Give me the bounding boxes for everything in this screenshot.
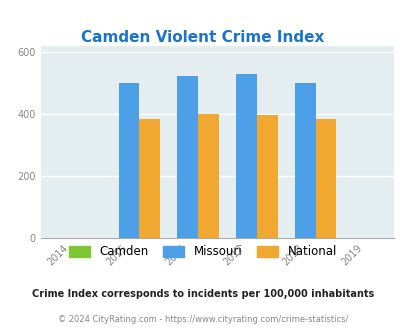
Bar (139, 119, 160, 238)
Text: Crime Index corresponds to incidents per 100,000 inhabitants: Crime Index corresponds to incidents per… (32, 289, 373, 299)
Text: Camden Violent Crime Index: Camden Violent Crime Index (81, 30, 324, 45)
Bar (294, 82, 315, 238)
Bar (236, 74, 256, 238)
Text: © 2024 CityRating.com - https://www.cityrating.com/crime-statistics/: © 2024 CityRating.com - https://www.city… (58, 315, 347, 324)
Bar (198, 114, 218, 238)
Legend: Camden, Missouri, National: Camden, Missouri, National (64, 241, 341, 263)
Bar (118, 83, 139, 238)
Bar (256, 115, 277, 238)
Bar (315, 119, 336, 238)
Bar (177, 77, 198, 238)
